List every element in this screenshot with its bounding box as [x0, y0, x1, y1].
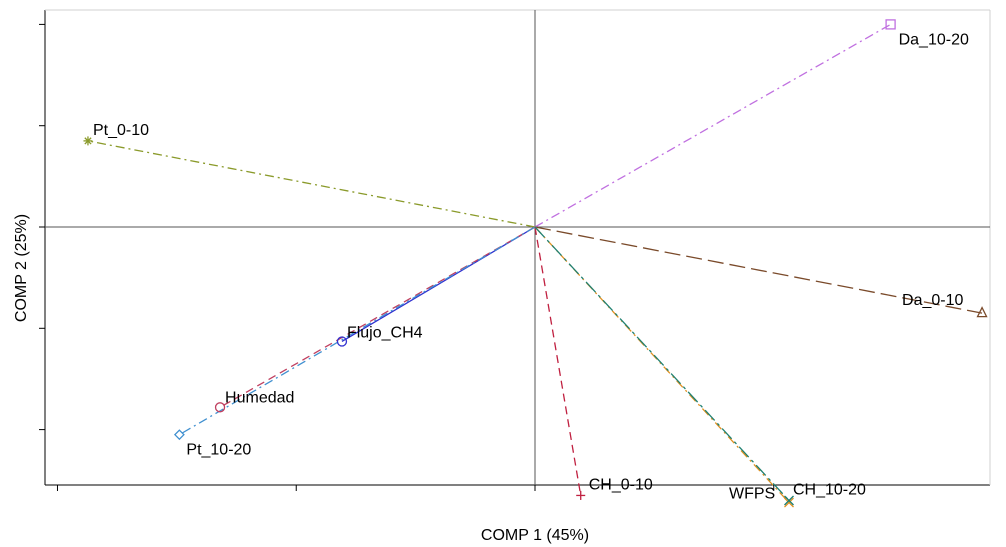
vector-da-10-20	[534, 23, 891, 228]
x-axis-title: COMP 1 (45%)	[481, 527, 589, 544]
vector-label-humedad: Humedad	[225, 389, 294, 406]
vector-label-da-10-20: Da_10-20	[899, 31, 969, 48]
vector-ch-10-20	[534, 226, 790, 501]
vector-pt-0-10	[87, 140, 536, 228]
vectors	[87, 23, 983, 503]
vector-pt-0-10-marker	[83, 136, 93, 146]
vector-label-ch-10-20: CH_10-20	[793, 482, 866, 499]
vector-pt-10-20-marker	[173, 429, 185, 441]
vector-flujo-ch4-marker	[336, 336, 348, 347]
vector-da-0-10	[534, 226, 983, 314]
vector-label-pt-0-10: Pt_0-10	[93, 122, 149, 139]
y-axis-title: COMP 2 (25%)	[13, 214, 30, 322]
reference-lines	[45, 10, 990, 485]
vector-flujo-ch4	[341, 226, 536, 343]
vector-label-ch-0-10: CH_0-10	[589, 476, 653, 493]
vector-ch-0-10-marker	[576, 490, 586, 500]
markers	[83, 19, 988, 508]
vector-humedad	[219, 226, 536, 408]
vector-label-pt-10-20: Pt_10-20	[186, 442, 251, 459]
vector-label-flujo-ch4: Flujo_CH4	[347, 324, 423, 341]
vector-label-wfps: WFPS	[729, 486, 775, 503]
vector-wfps-marker	[784, 497, 794, 508]
vector-labels: Da_10-20 Pt_0-10 Da_0-10 Flujo_CH4 Humedad Pt…	[93, 31, 969, 502]
vector-ch-0-10	[534, 226, 582, 496]
vector-da-10-20-marker	[885, 19, 896, 30]
vector-ch-10-20-marker	[784, 495, 794, 506]
vector-da-0-10-marker	[976, 306, 988, 318]
vector-label-da-0-10: Da_0-10	[902, 292, 963, 309]
plot-frame	[39, 9, 991, 491]
vector-pt-10-20	[179, 226, 536, 436]
vector-humedad-marker	[214, 402, 226, 413]
